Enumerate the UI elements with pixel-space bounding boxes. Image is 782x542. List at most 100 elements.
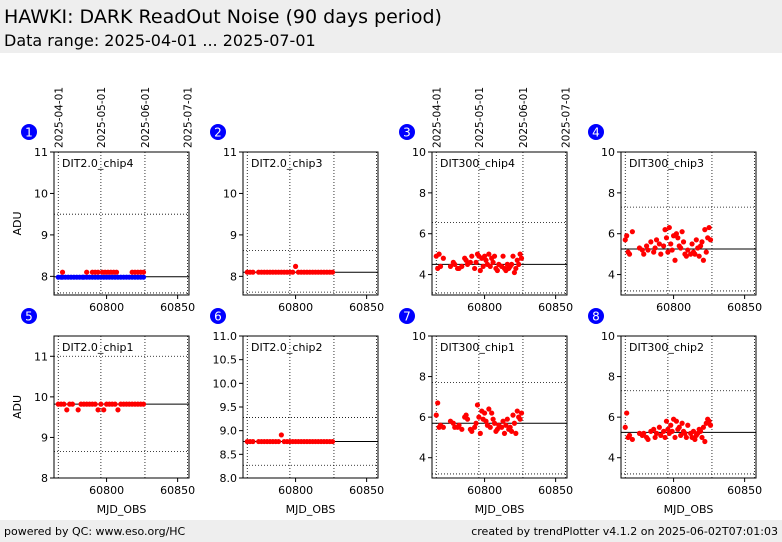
- panel-number-badge: [588, 124, 604, 140]
- data-point: [499, 424, 505, 430]
- data-point: [489, 410, 495, 416]
- data-point: [656, 241, 662, 247]
- data-point: [101, 407, 107, 413]
- data-point: [440, 424, 446, 430]
- data-point: [676, 424, 682, 430]
- data-point: [278, 432, 284, 438]
- data-point: [508, 261, 515, 267]
- y-tick-label: 10: [412, 146, 426, 159]
- data-point: [658, 432, 664, 438]
- y-tick-label: 6: [608, 411, 615, 424]
- panel-number: 2: [214, 126, 222, 140]
- data-point: [685, 422, 691, 428]
- y-tick-label: 10: [223, 187, 237, 200]
- data-point: [675, 235, 681, 241]
- panel-number-badge: [399, 124, 415, 140]
- data-point: [706, 224, 712, 231]
- y-tick-label: 8: [608, 371, 615, 384]
- data-point: [113, 269, 120, 275]
- data-point: [693, 237, 699, 243]
- data-point: [474, 402, 481, 408]
- data-point: [483, 418, 489, 424]
- header-bar: HAWKI: DARK ReadOut Noise (90 days perio…: [0, 0, 782, 53]
- data-point: [672, 257, 678, 263]
- panel-label: DIT2.0_chip2: [251, 341, 322, 354]
- data-point: [440, 255, 446, 261]
- data-point: [329, 269, 336, 275]
- data-point: [481, 410, 488, 416]
- data-point: [702, 438, 708, 445]
- data-point: [700, 424, 707, 430]
- data-point: [653, 430, 660, 436]
- data-point: [706, 418, 712, 424]
- page-subtitle: Data range: 2025-04-01 ... 2025-07-01: [4, 31, 316, 50]
- data-point: [692, 436, 698, 443]
- data-point: [250, 438, 256, 445]
- date-tick-label: 2025-07-01: [561, 87, 573, 148]
- data-point: [656, 424, 662, 430]
- plot-frame: [53, 151, 190, 296]
- chart-panel-6: 8.0 8.5 9.0 9.5 10.0 10.5 11.0 60800 60850 DIT2.0…: [210, 308, 384, 516]
- data-point: [467, 259, 473, 265]
- data-point: [518, 410, 525, 416]
- data-point: [95, 269, 101, 275]
- data-point: [624, 410, 630, 416]
- data-point: [518, 255, 525, 261]
- data-point: [639, 247, 645, 253]
- data-point: [480, 263, 486, 269]
- data-point: [641, 430, 647, 436]
- data-point: [476, 414, 482, 420]
- x-tick-label: 60800: [467, 484, 502, 497]
- data-point: [329, 438, 336, 445]
- data-point: [494, 267, 500, 274]
- data-point: [697, 428, 704, 434]
- panel-number: 5: [25, 310, 33, 324]
- panel-label: DIT300_chip2: [629, 341, 704, 354]
- x-axis-label: MJD_OBS: [97, 503, 147, 516]
- data-point: [683, 253, 689, 259]
- data-point: [487, 263, 493, 269]
- date-tick-label: 2025-05-01: [474, 87, 486, 148]
- date-tick-label: 2025-05-01: [96, 87, 108, 148]
- data-point: [463, 412, 469, 418]
- data-point: [661, 428, 667, 434]
- data-point: [641, 251, 647, 257]
- x-tick-label: 60850: [160, 484, 195, 497]
- data-point: [689, 241, 695, 247]
- data-point: [500, 418, 506, 424]
- panel-label: DIT300_chip3: [629, 157, 704, 170]
- data-point: [504, 416, 510, 422]
- data-point: [115, 407, 121, 413]
- data-point: [514, 257, 520, 263]
- x-tick-label: 60800: [467, 301, 502, 314]
- data-point: [491, 253, 498, 259]
- date-tick-label: 2025-06-01: [140, 87, 152, 148]
- data-point: [456, 422, 462, 428]
- data-point: [516, 261, 522, 267]
- data-point: [707, 237, 714, 243]
- x-tick-label: 60800: [89, 301, 124, 314]
- plot-frame: [431, 335, 568, 479]
- plot-frame: [242, 335, 379, 479]
- panel-number-badge: [588, 308, 604, 324]
- y-tick-label: 8: [230, 270, 237, 283]
- y-tick-label: 8: [419, 371, 426, 384]
- x-tick-label: 60800: [89, 484, 124, 497]
- data-point: [464, 416, 471, 422]
- data-point: [477, 430, 483, 436]
- x-axis-label: MJD_OBS: [475, 503, 525, 516]
- data-point: [511, 420, 518, 426]
- panel-number: 4: [592, 126, 600, 140]
- y-tick-label: 10: [34, 391, 48, 404]
- panel-number-badge: [399, 308, 415, 324]
- y-tick-label: 8: [41, 270, 48, 283]
- x-tick-label: 60850: [349, 301, 384, 314]
- plot-frame: [53, 335, 190, 479]
- data-point: [661, 243, 667, 249]
- data-point: [59, 269, 66, 275]
- y-tick-label: 10.0: [213, 377, 238, 390]
- plot-frame: [620, 335, 757, 479]
- data-point: [692, 251, 698, 257]
- data-point: [665, 426, 671, 432]
- x-tick-label: 60850: [538, 301, 573, 314]
